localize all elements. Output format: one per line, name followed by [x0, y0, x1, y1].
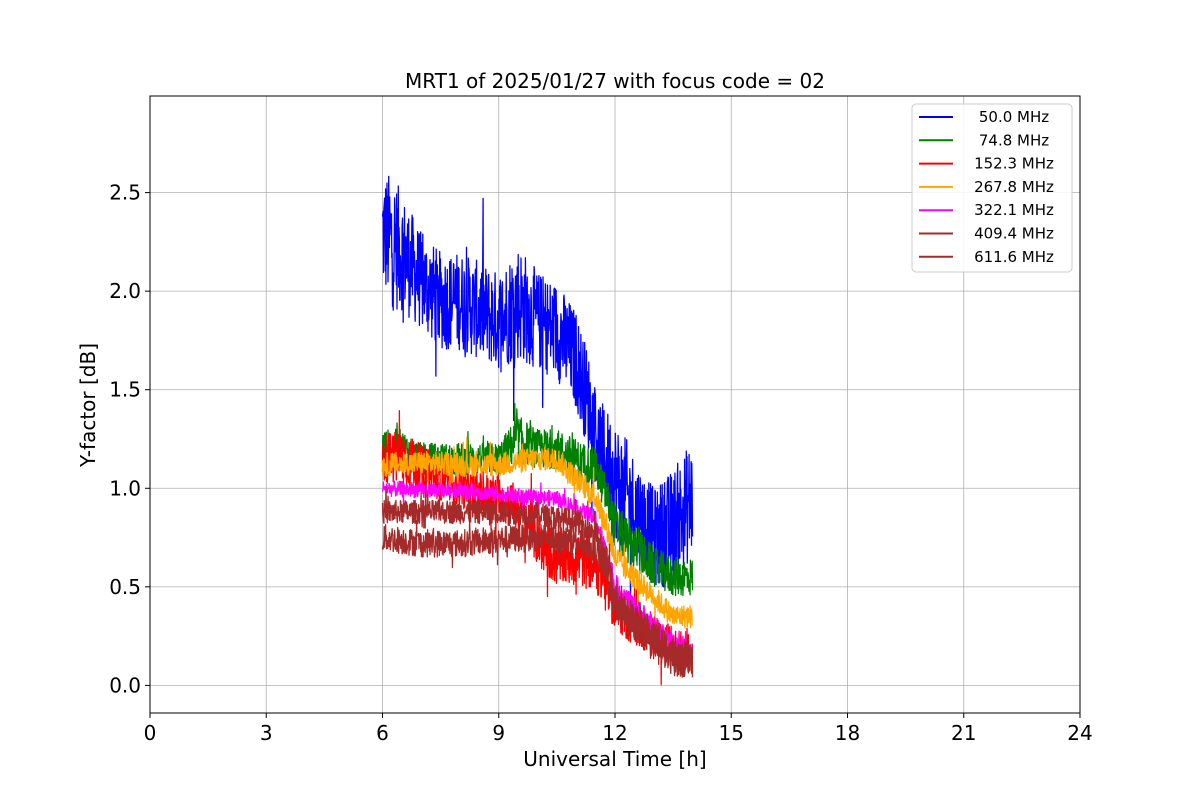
x-tick-label: 0 [144, 721, 157, 745]
y-axis-label: Y-factor [dB] [76, 343, 100, 468]
x-tick-label: 6 [376, 721, 389, 745]
legend-entry-label: 267.8 MHz [974, 178, 1054, 196]
y-tick-label: 1.5 [109, 378, 141, 402]
x-tick-label: 3 [260, 721, 273, 745]
y-tick-label: 2.5 [109, 181, 141, 205]
legend: 50.0 MHz 74.8 MHz 152.3 MHz 267.8 MHz 322.1… [911, 103, 1073, 273]
legend-entry-label: 409.4 MHz [974, 225, 1054, 243]
legend-box [911, 103, 1073, 273]
y-axis: 0.0 0.5 1.0 1.5 2.0 2.5 [109, 181, 150, 697]
x-tick-label: 12 [602, 721, 627, 745]
chart-title: MRT1 of 2025/01/27 with focus code = 02 [405, 69, 825, 93]
x-tick-label: 9 [492, 721, 505, 745]
series-line-3 [381, 436, 693, 629]
y-tick-label: 0.0 [109, 673, 141, 697]
legend-entry-label: 74.8 MHz [979, 131, 1049, 149]
x-tick-label: 24 [1067, 721, 1092, 745]
x-tick-label: 21 [951, 721, 976, 745]
y-tick-label: 0.5 [109, 575, 141, 599]
legend-entry-label: 50.0 MHz [979, 108, 1049, 126]
x-tick-label: 18 [835, 721, 860, 745]
legend-entry-label: 152.3 MHz [974, 155, 1054, 173]
legend-entry-label: 611.6 MHz [974, 248, 1054, 266]
legend-entry-label: 322.1 MHz [974, 201, 1054, 219]
series-line-0 [381, 175, 694, 619]
x-axis-label: Universal Time [h] [523, 747, 706, 771]
y-tick-label: 2.0 [109, 279, 141, 303]
x-axis: 0 3 6 9 12 15 18 21 24 [144, 713, 1093, 745]
y-tick-label: 1.0 [109, 476, 141, 500]
x-tick-label: 15 [719, 721, 744, 745]
series-layer [381, 175, 694, 686]
series-line-6 [381, 502, 694, 678]
